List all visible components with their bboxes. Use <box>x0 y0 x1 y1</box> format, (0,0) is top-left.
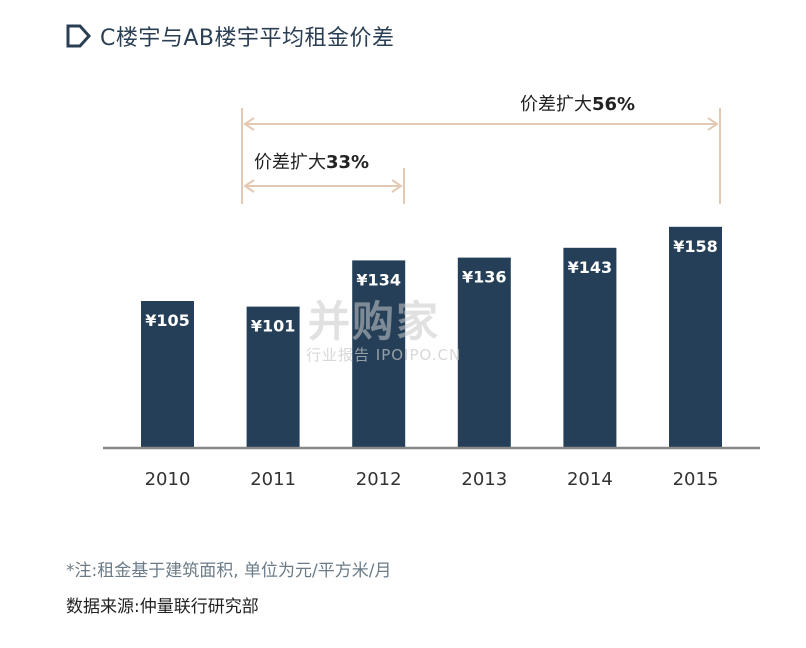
annotation-2011-2015-arrow-right <box>707 117 719 131</box>
data-source: 数据来源:仲量联行研究部 <box>66 597 259 617</box>
annotation-2011-2015-label: 价差扩大56% <box>520 94 635 115</box>
arrow-tag-icon <box>66 24 92 48</box>
chart-title-row: C楼宇与AB楼宇平均租金价差 <box>64 18 395 54</box>
bar-2013 <box>457 257 511 448</box>
data-label-2013: ¥136 <box>462 268 507 287</box>
bar-2012 <box>352 260 406 448</box>
footnote: *注:租金基于建筑面积, 单位为元/平方米/月 <box>66 561 392 581</box>
data-label-2011: ¥101 <box>251 317 296 336</box>
data-label-2010: ¥105 <box>145 311 190 330</box>
data-label-2015: ¥158 <box>673 237 718 256</box>
x-tick-2011: 2011 <box>250 469 296 490</box>
x-tick-2013: 2013 <box>461 469 507 490</box>
bar-chart: ¥105 2010 ¥101 2011 ¥134 2012 ¥136 2013 ¥143 2014… <box>103 94 760 490</box>
data-label-2014: ¥143 <box>568 258 613 277</box>
annotation-2011-2012-label: 价差扩大33% <box>254 152 369 173</box>
annotation-2011-2012-arrow-right <box>391 179 403 193</box>
annotation-2011-2012-arrow-left <box>243 179 255 193</box>
bar-2014 <box>563 247 617 448</box>
bar-2015 <box>669 226 722 448</box>
x-tick-2014: 2014 <box>567 469 613 490</box>
bar-2011 <box>246 306 300 448</box>
x-tick-2010: 2010 <box>145 469 191 490</box>
x-tick-2015: 2015 <box>673 469 719 490</box>
annotation-2011-2015-arrow-left <box>243 117 255 131</box>
bar-2010 <box>141 301 194 448</box>
chart-title: C楼宇与AB楼宇平均租金价差 <box>100 26 395 51</box>
data-label-2012: ¥134 <box>356 270 401 289</box>
x-tick-2012: 2012 <box>356 469 402 490</box>
